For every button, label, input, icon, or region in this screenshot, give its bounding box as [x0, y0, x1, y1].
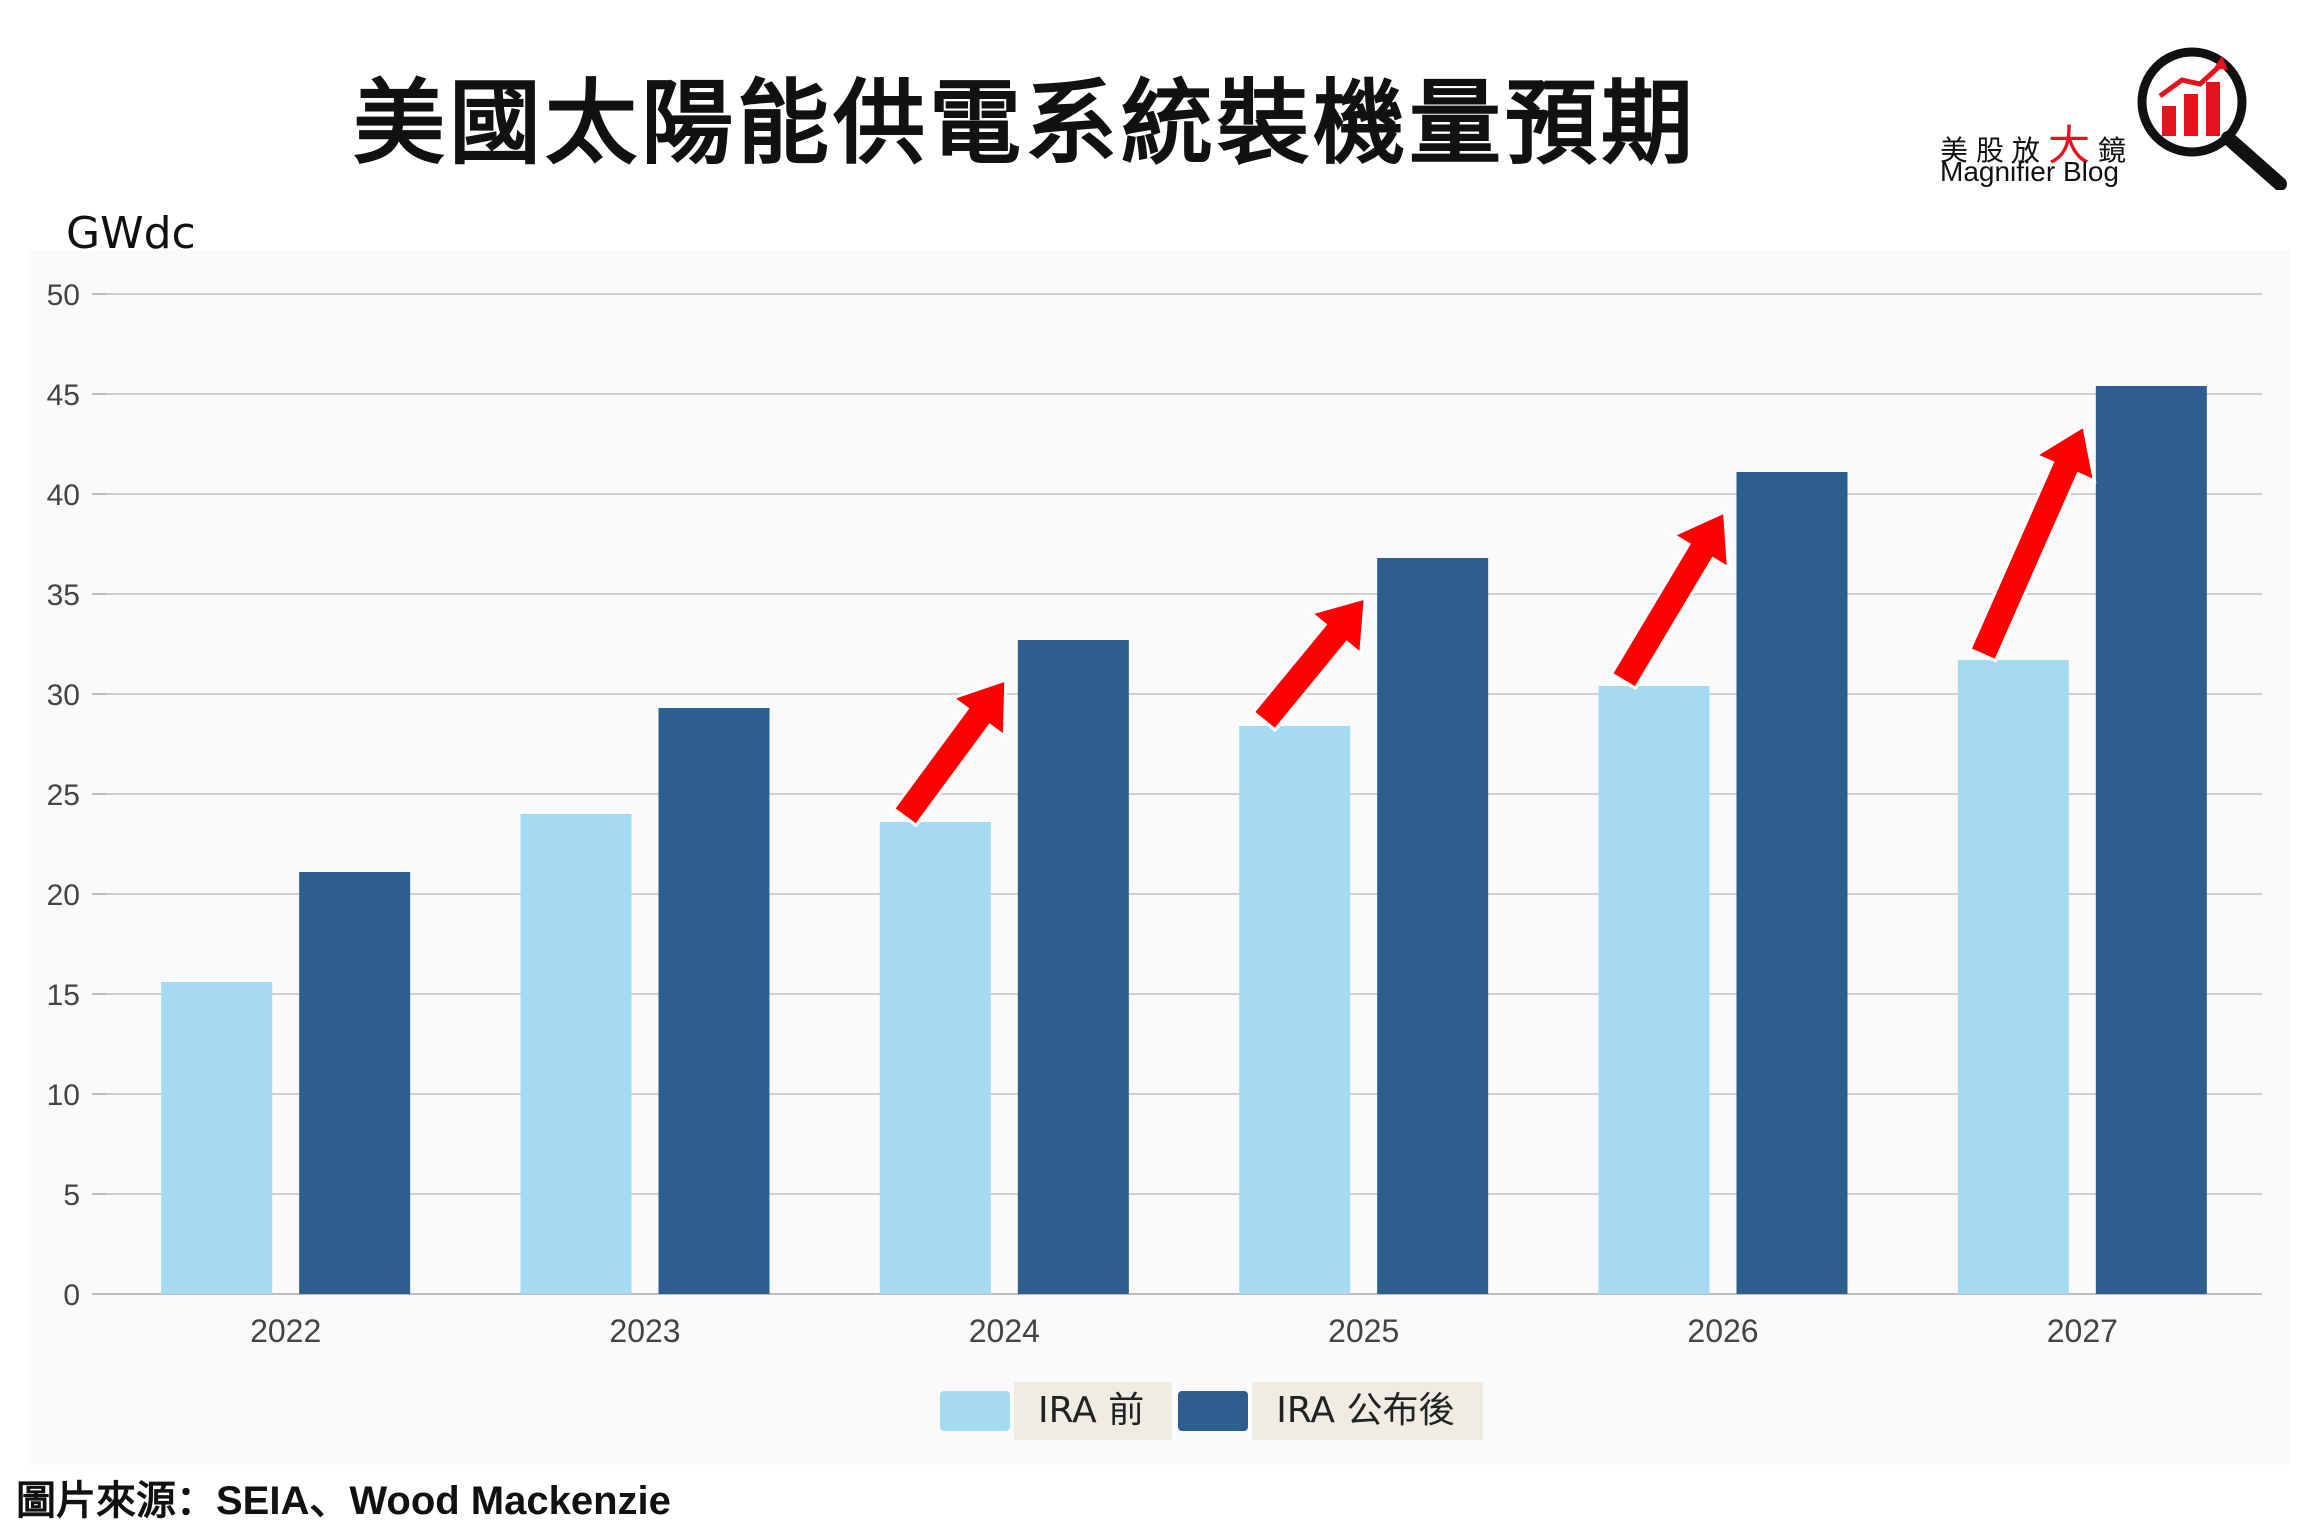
x-tick-label: 2025	[1328, 1313, 1399, 1349]
x-tick-label: 2026	[1687, 1313, 1758, 1349]
y-tick-label: 0	[63, 1279, 80, 1312]
magnifier-blog-logo: 美股放大鏡 Magnifier Blog	[1930, 40, 2290, 200]
y-tick-label: 35	[47, 579, 80, 612]
magnifier-icon	[2137, 47, 2287, 190]
bar-post-ira-2024	[1017, 640, 1129, 1294]
bar-pre-ira-2025	[1239, 726, 1351, 1294]
x-tick-label: 2027	[2047, 1313, 2118, 1349]
increase-arrow-2025	[1251, 595, 1367, 733]
bar-post-ira-2023	[658, 708, 770, 1294]
bar-pre-ira-2027	[1957, 660, 2069, 1294]
bar-pre-ira-2023	[520, 814, 632, 1294]
bar-pre-ira-2022	[161, 982, 273, 1294]
x-tick-label: 2023	[609, 1313, 680, 1349]
y-tick-label: 50	[47, 279, 80, 312]
bar-post-ira-2025	[1377, 558, 1489, 1294]
y-tick-label: 10	[47, 1079, 80, 1112]
bar-post-ira-2027	[2095, 386, 2207, 1294]
increase-arrow-2027	[1968, 423, 2097, 663]
logo-cn-part3: 鏡	[2098, 134, 2135, 167]
y-axis-unit-label: GWdc	[66, 208, 196, 259]
y-tick-label: 20	[47, 879, 80, 912]
x-tick-label: 2022	[250, 1313, 321, 1349]
legend-swatch-post-ira	[1178, 1391, 1249, 1431]
bar-pre-ira-2024	[879, 822, 991, 1294]
legend-item-post-ira: IRA 公布後	[1178, 1382, 1483, 1440]
legend-label-pre-ira: IRA 前	[1014, 1382, 1173, 1440]
y-tick-label: 30	[47, 679, 80, 712]
legend-swatch-pre-ira	[940, 1391, 1010, 1431]
legend-label-post-ira: IRA 公布後	[1252, 1382, 1483, 1440]
increase-arrow-2026	[1609, 509, 1731, 691]
legend-item-pre-ira: IRA 前	[940, 1382, 1173, 1440]
y-tick-label: 45	[47, 379, 80, 412]
increase-arrow-2024	[891, 677, 1008, 828]
logo-chinese-name: 美股放大鏡	[1940, 112, 2134, 173]
source-note: 圖片來源：SEIA、Wood Mackenzie	[16, 1479, 671, 1523]
y-tick-label: 15	[47, 979, 80, 1012]
bar-pre-ira-2026	[1598, 686, 1710, 1294]
bar-post-ira-2026	[1736, 472, 1848, 1294]
logo-cn-part1: 美股放	[1940, 134, 2049, 167]
chart-title: 美國太陽能供電系統裝機量預期	[352, 70, 1697, 177]
legend: IRA 前 IRA 公布後	[940, 1380, 1489, 1442]
y-tick-label: 25	[47, 779, 80, 812]
y-tick-label: 5	[63, 1179, 80, 1212]
logo-cn-part2: 大	[2048, 121, 2099, 170]
y-tick-label: 40	[47, 479, 80, 512]
logo-english-name: Magnifier Blog	[1940, 156, 2119, 187]
bar-post-ira-2022	[299, 872, 411, 1294]
x-tick-label: 2024	[969, 1313, 1040, 1349]
